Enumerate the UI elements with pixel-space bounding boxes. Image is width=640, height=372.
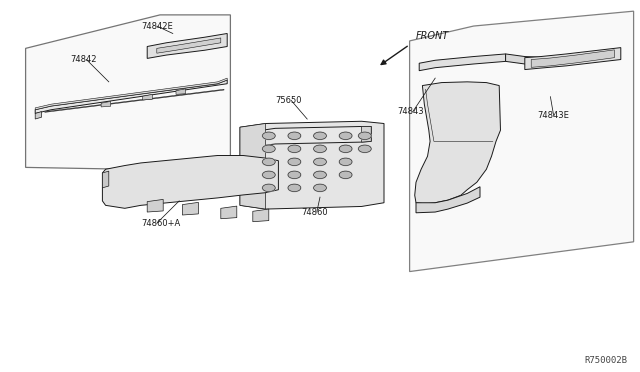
Polygon shape bbox=[147, 33, 227, 58]
Polygon shape bbox=[525, 48, 621, 70]
Circle shape bbox=[314, 132, 326, 140]
Circle shape bbox=[339, 145, 352, 153]
Circle shape bbox=[358, 132, 371, 140]
Polygon shape bbox=[362, 126, 371, 142]
Polygon shape bbox=[531, 50, 614, 67]
Circle shape bbox=[288, 158, 301, 166]
Polygon shape bbox=[101, 101, 111, 107]
Circle shape bbox=[262, 145, 275, 153]
Polygon shape bbox=[416, 187, 480, 213]
Polygon shape bbox=[35, 80, 227, 113]
Text: FRONT: FRONT bbox=[416, 31, 449, 41]
Polygon shape bbox=[102, 155, 278, 208]
Circle shape bbox=[262, 132, 275, 140]
Polygon shape bbox=[240, 121, 384, 209]
Circle shape bbox=[339, 158, 352, 166]
Polygon shape bbox=[26, 15, 230, 171]
Circle shape bbox=[262, 171, 275, 179]
Polygon shape bbox=[506, 54, 550, 65]
Text: 74860: 74860 bbox=[301, 208, 328, 217]
Circle shape bbox=[314, 184, 326, 192]
Polygon shape bbox=[143, 94, 152, 100]
Circle shape bbox=[262, 158, 275, 166]
Circle shape bbox=[314, 145, 326, 153]
Circle shape bbox=[288, 171, 301, 179]
Polygon shape bbox=[102, 171, 109, 188]
Polygon shape bbox=[157, 38, 221, 53]
Circle shape bbox=[358, 145, 371, 153]
Circle shape bbox=[314, 171, 326, 179]
Polygon shape bbox=[176, 89, 186, 94]
Polygon shape bbox=[415, 82, 500, 204]
Text: 74842: 74842 bbox=[70, 55, 97, 64]
Polygon shape bbox=[35, 112, 42, 119]
Polygon shape bbox=[147, 199, 163, 212]
Polygon shape bbox=[182, 202, 198, 215]
Circle shape bbox=[339, 171, 352, 179]
Polygon shape bbox=[35, 78, 227, 110]
Circle shape bbox=[339, 132, 352, 140]
Text: 74843: 74843 bbox=[397, 107, 424, 116]
Circle shape bbox=[288, 145, 301, 153]
Polygon shape bbox=[419, 54, 506, 71]
Polygon shape bbox=[221, 206, 237, 219]
Polygon shape bbox=[240, 124, 266, 209]
Text: R750002B: R750002B bbox=[584, 356, 627, 365]
Text: 74860+A: 74860+A bbox=[141, 219, 180, 228]
Circle shape bbox=[314, 158, 326, 166]
Circle shape bbox=[288, 132, 301, 140]
Polygon shape bbox=[250, 126, 371, 147]
Text: 74843E: 74843E bbox=[538, 111, 570, 120]
Text: 75650: 75650 bbox=[275, 96, 301, 105]
Polygon shape bbox=[253, 209, 269, 222]
Text: 74842E: 74842E bbox=[141, 22, 173, 31]
Circle shape bbox=[288, 184, 301, 192]
Circle shape bbox=[262, 184, 275, 192]
Polygon shape bbox=[45, 89, 224, 112]
Polygon shape bbox=[410, 11, 634, 272]
